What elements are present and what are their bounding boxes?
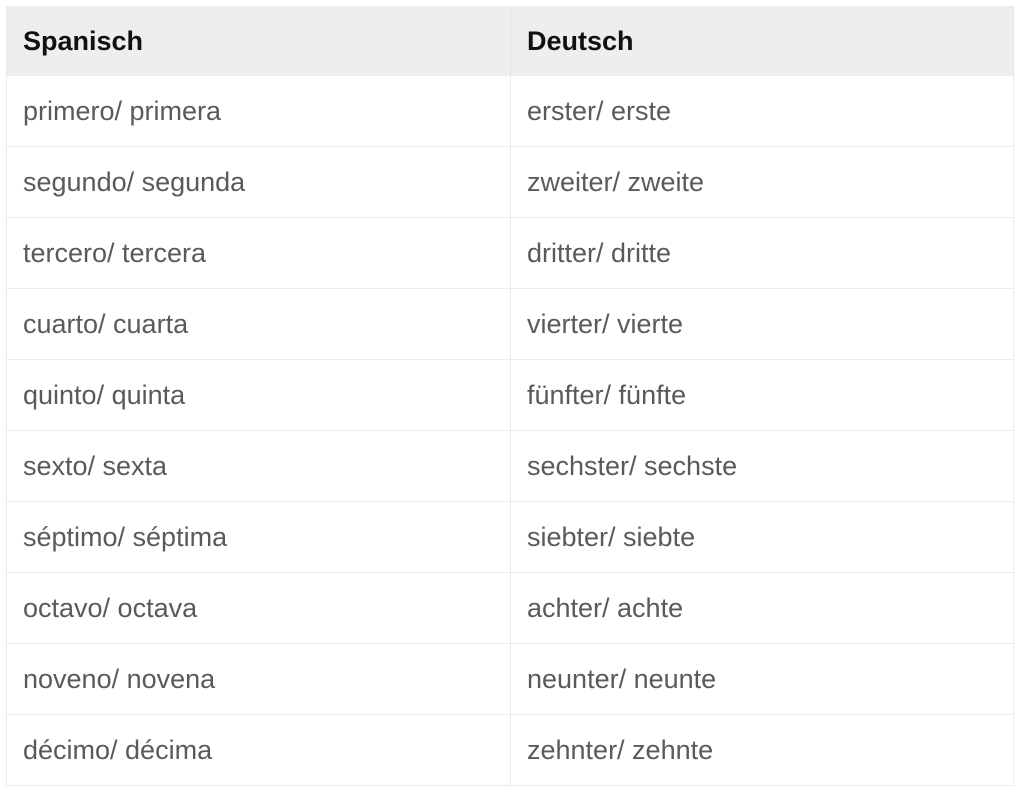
cell-spanish: sexto/ sexta (6, 430, 511, 502)
cell-german: siebter/ siebte (510, 501, 1014, 573)
cell-german: zehnter/ zehnte (510, 714, 1014, 786)
cell-german: erster/ erste (510, 76, 1014, 147)
cell-spanish: décimo/ décima (6, 714, 511, 786)
cell-spanish: noveno/ novena (6, 643, 511, 715)
ordinal-numbers-table: Spanisch Deutsch primero/ primera erster/… (6, 6, 1014, 786)
table-row: primero/ primera erster/ erste (6, 76, 1014, 147)
table-row: octavo/ octava achter/ achte (6, 572, 1014, 644)
cell-german: fünfter/ fünfte (510, 359, 1014, 431)
table-row: tercero/ tercera dritter/ dritte (6, 217, 1014, 289)
column-header-spanish: Spanisch (6, 6, 511, 76)
cell-german: vierter/ vierte (510, 288, 1014, 360)
cell-spanish: primero/ primera (6, 76, 511, 147)
cell-german: achter/ achte (510, 572, 1014, 644)
cell-spanish: cuarto/ cuarta (6, 288, 511, 360)
table-row: décimo/ décima zehnter/ zehnte (6, 714, 1014, 786)
cell-german: zweiter/ zweite (510, 146, 1014, 218)
cell-spanish: octavo/ octava (6, 572, 511, 644)
cell-spanish: séptimo/ séptima (6, 501, 511, 573)
table-row: quinto/ quinta fünfter/ fünfte (6, 359, 1014, 431)
table-row: cuarto/ cuarta vierter/ vierte (6, 288, 1014, 360)
cell-spanish: quinto/ quinta (6, 359, 511, 431)
table-row: sexto/ sexta sechster/ sechste (6, 430, 1014, 502)
column-header-german: Deutsch (510, 6, 1014, 76)
cell-spanish: segundo/ segunda (6, 146, 511, 218)
cell-spanish: tercero/ tercera (6, 217, 511, 289)
table-row: segundo/ segunda zweiter/ zweite (6, 146, 1014, 218)
cell-german: dritter/ dritte (510, 217, 1014, 289)
cell-german: sechster/ sechste (510, 430, 1014, 502)
cell-german: neunter/ neunte (510, 643, 1014, 715)
table-row: séptimo/ séptima siebter/ siebte (6, 501, 1014, 573)
table-row: noveno/ novena neunter/ neunte (6, 643, 1014, 715)
header-row: Spanisch Deutsch (6, 6, 1014, 76)
